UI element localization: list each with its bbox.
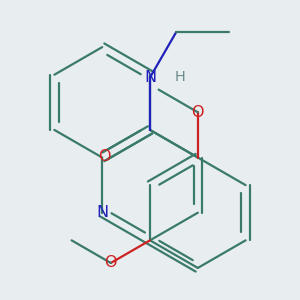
Text: N: N [96, 205, 108, 220]
Text: H: H [175, 70, 186, 85]
Text: O: O [192, 105, 204, 120]
Text: O: O [104, 256, 117, 271]
Text: O: O [98, 148, 111, 164]
Text: N: N [144, 70, 156, 85]
